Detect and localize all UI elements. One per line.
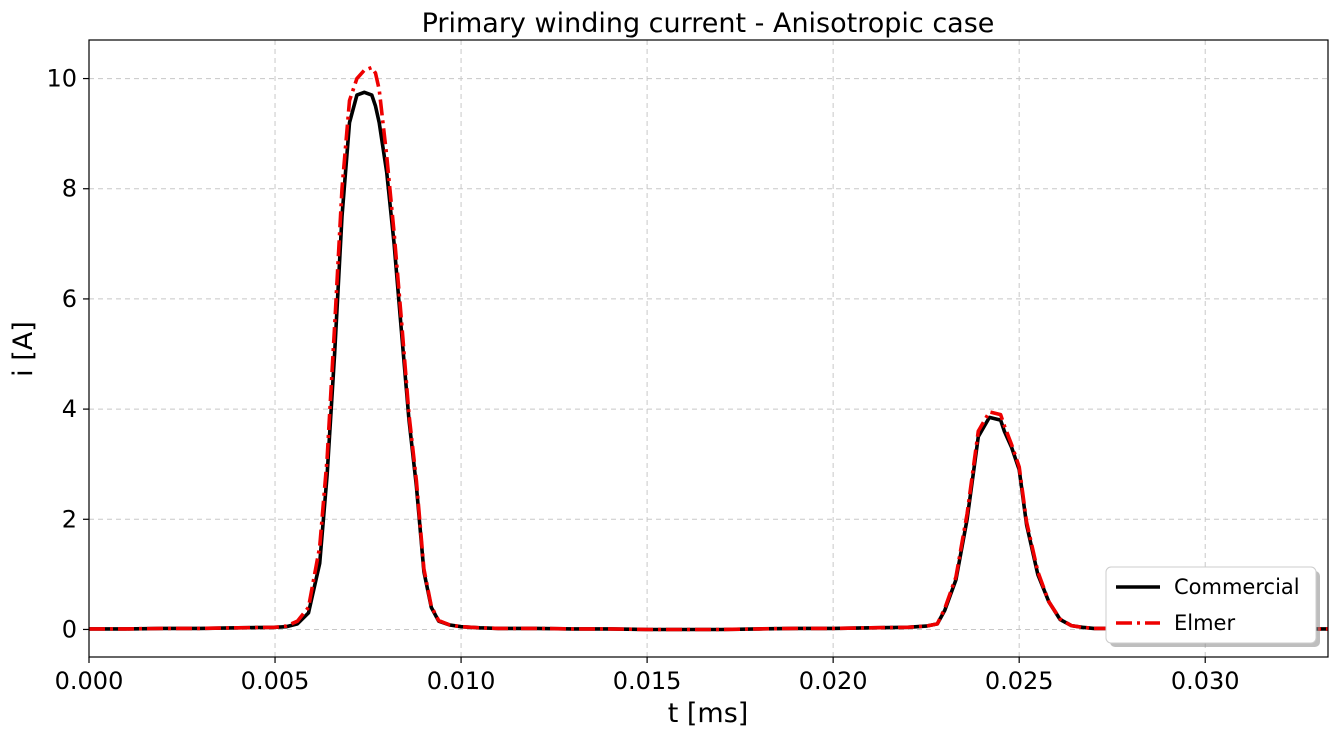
y-tick-label: 4 bbox=[62, 395, 77, 423]
legend: Commercial Elmer bbox=[1105, 566, 1320, 647]
legend-label-elmer: Elmer bbox=[1174, 611, 1235, 635]
x-tick-label: 0.000 bbox=[55, 667, 124, 695]
y-tick-label: 2 bbox=[62, 505, 77, 533]
chart-title: Primary winding current - Anisotropic ca… bbox=[422, 8, 995, 39]
legend-label-commercial: Commercial bbox=[1174, 575, 1300, 599]
x-tick-label: 0.030 bbox=[1171, 667, 1240, 695]
y-tick-label: 8 bbox=[62, 175, 77, 203]
x-tick-label: 0.025 bbox=[985, 667, 1054, 695]
y-tick-label: 10 bbox=[46, 65, 77, 93]
plot-frame bbox=[88, 39, 1329, 658]
x-tick-label: 0.015 bbox=[613, 667, 682, 695]
y-tick-label: 6 bbox=[62, 285, 77, 313]
x-tick-label: 0.020 bbox=[799, 667, 868, 695]
axis-ticks: 0.000 0.005 0.010 0.015 0.020 0.025 0.030 0 2 4 6 8… bbox=[46, 65, 1239, 695]
x-tick-label: 0.010 bbox=[427, 667, 496, 695]
series-layer bbox=[89, 65, 1328, 632]
x-axis-label: t [ms] bbox=[668, 698, 749, 729]
y-axis-label: i [A] bbox=[8, 321, 39, 377]
series-line-elmer bbox=[89, 65, 1328, 632]
y-tick-label: 0 bbox=[62, 615, 77, 643]
x-tick-label: 0.005 bbox=[241, 667, 310, 695]
